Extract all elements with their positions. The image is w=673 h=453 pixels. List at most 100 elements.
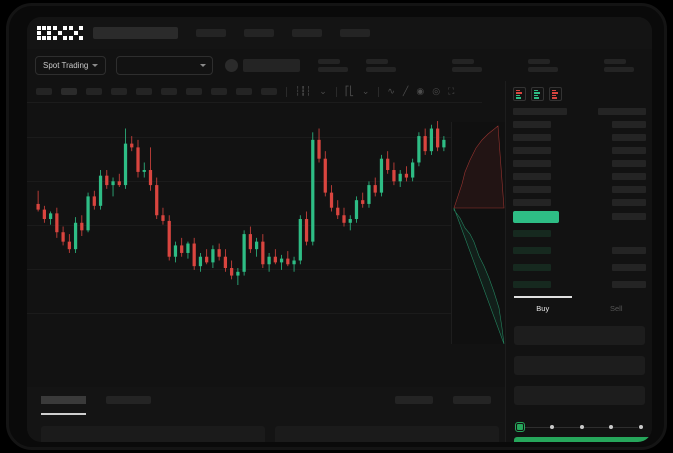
ask-row-size[interactable] [612, 121, 646, 128]
slider-step-0[interactable] [515, 422, 525, 432]
submit-order-button[interactable] [514, 437, 652, 442]
bottom-tab-1[interactable] [41, 396, 86, 404]
tab-buy[interactable]: Buy [506, 296, 580, 320]
pair-name-label [243, 58, 301, 72]
ask-row-price[interactable] [513, 160, 551, 167]
bottom-tab-2[interactable] [106, 396, 151, 404]
timeframe-chip-10[interactable] [261, 88, 277, 95]
timeframe-chip-8[interactable] [211, 88, 227, 95]
nav-item-2[interactable] [244, 29, 274, 37]
chart-toolbar: ┆┇┆ ⌄ ⎡⎣ ⌄ ∿ ╱ ◉ ◎ ⛶ [27, 81, 482, 103]
logo-glyph-x [69, 26, 83, 40]
toolbar-divider [286, 86, 287, 97]
bottom-card-2[interactable] [275, 426, 499, 442]
orderbook-header-price [513, 108, 567, 115]
orderbook-both-icon[interactable] [513, 87, 526, 101]
timeframe-chip-2[interactable] [61, 88, 77, 95]
stat-block-4 [528, 58, 559, 72]
order-side-tabs: Buy Sell [506, 296, 652, 320]
trading-mode-label: Spot Trading [43, 60, 89, 70]
ask-row-size[interactable] [612, 147, 646, 154]
ask-row-size[interactable] [612, 160, 646, 167]
indicator-icon[interactable]: ⌄ [361, 86, 370, 96]
candlestick-icon[interactable]: ┆┇┆ [295, 86, 312, 96]
bid-row-size[interactable] [612, 247, 646, 254]
app-screen: Spot Trading [27, 17, 652, 442]
timeframe-chip-7[interactable] [186, 88, 202, 95]
orderbook-and-form-panel: Buy Sell [505, 81, 652, 442]
top-navigation-bar [27, 17, 652, 49]
search-input[interactable] [93, 27, 178, 39]
settings-icon[interactable]: ◎ [432, 86, 441, 96]
nav-item-3[interactable] [292, 29, 322, 37]
order-price-field[interactable] [514, 326, 645, 345]
timeframe-chip-6[interactable] [161, 88, 177, 95]
timeframe-chip-4[interactable] [111, 88, 127, 95]
bid-row-price[interactable] [513, 230, 551, 237]
trendline-icon[interactable]: ∿ [387, 86, 395, 96]
bottom-orders-panel [27, 387, 505, 442]
bid-row-price[interactable] [513, 247, 551, 254]
amount-percent-slider[interactable] [515, 422, 643, 432]
bottom-card-1[interactable] [41, 426, 265, 442]
orderbook-asks-icon[interactable] [549, 87, 562, 101]
price-chart[interactable] [27, 103, 482, 343]
last-price-highlight [513, 211, 559, 223]
timeframe-chip-1[interactable] [36, 88, 52, 95]
ask-row-size[interactable] [612, 199, 646, 206]
bid-row-size[interactable] [612, 264, 646, 271]
chevron-down-icon [200, 63, 207, 67]
slider-step-3[interactable] [609, 425, 614, 429]
ask-row-price[interactable] [513, 173, 551, 180]
avatar [225, 58, 239, 72]
bottom-action-1[interactable] [395, 396, 433, 404]
bottom-action-2[interactable] [453, 396, 491, 404]
slider-step-2[interactable] [579, 425, 584, 429]
camera-icon[interactable]: ◉ [416, 86, 425, 96]
bid-row-size[interactable] [612, 281, 646, 288]
bar-chart-icon[interactable]: ⎡⎣ [344, 86, 354, 96]
okx-logo[interactable] [37, 26, 83, 40]
slider-step-1[interactable] [549, 425, 554, 429]
bottom-tabs [27, 387, 505, 404]
chevron-down-icon [92, 63, 99, 67]
order-total-field[interactable] [514, 386, 645, 405]
tablet-device-frame: Spot Trading [6, 3, 667, 450]
timeframe-chip-9[interactable] [236, 88, 252, 95]
slider-step-4[interactable] [639, 425, 643, 429]
ask-row-price[interactable] [513, 121, 551, 128]
ask-row-price[interactable] [513, 199, 551, 206]
timeframe-chip-3[interactable] [86, 88, 102, 95]
ask-row-size[interactable] [612, 134, 646, 141]
line-chart-icon[interactable]: ⌄ [319, 86, 327, 96]
fullscreen-icon[interactable]: ⛶ [448, 86, 455, 96]
ask-row-price[interactable] [513, 134, 551, 141]
ask-row-size[interactable] [612, 186, 646, 193]
logo-glyph-k [53, 26, 67, 40]
candlestick-series [36, 121, 446, 285]
bid-row-price[interactable] [513, 281, 551, 288]
ruler-icon[interactable]: ╱ [402, 86, 409, 96]
order-amount-field[interactable] [514, 356, 645, 375]
stat-block-1 [318, 58, 349, 72]
orderbook-bids-icon[interactable] [531, 87, 544, 101]
stat-block-5 [604, 58, 635, 72]
nav-item-1[interactable] [196, 29, 226, 37]
depth-curve [453, 125, 505, 344]
ask-row-size[interactable] [612, 173, 646, 180]
pair-select[interactable] [116, 55, 214, 75]
market-depth-overlay[interactable] [451, 122, 505, 344]
pair-sub-header: Spot Trading [27, 49, 652, 81]
trading-mode-button[interactable]: Spot Trading [35, 55, 107, 75]
order-book[interactable] [506, 106, 652, 304]
timeframe-chip-5[interactable] [136, 88, 152, 95]
tab-sell[interactable]: Sell [609, 303, 623, 313]
ask-row-price[interactable] [513, 147, 551, 154]
last-price-size [612, 213, 646, 220]
orderbook-header-size [598, 108, 646, 115]
bid-row-price[interactable] [513, 264, 551, 271]
logo-glyph-o [37, 26, 51, 40]
nav-item-4[interactable] [340, 29, 370, 37]
stat-block-3 [452, 58, 483, 72]
ask-row-price[interactable] [513, 186, 551, 193]
